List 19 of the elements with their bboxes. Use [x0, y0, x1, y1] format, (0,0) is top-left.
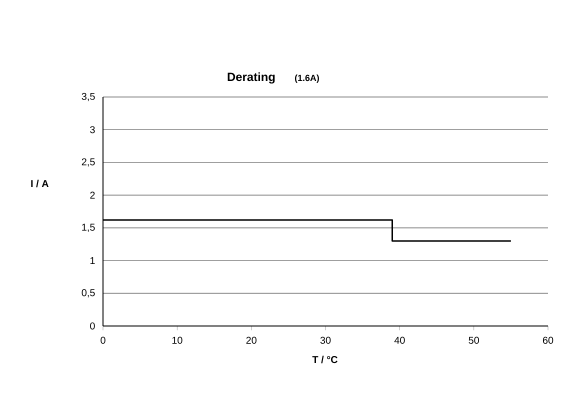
y-axis-title: I / A — [31, 180, 49, 188]
y-tick-label: 1 — [90, 257, 95, 264]
y-tick-label: 2 — [90, 192, 95, 199]
y-tick-label: 1,5 — [82, 224, 95, 232]
x-tick-label: 40 — [394, 336, 405, 344]
x-tick-label: 30 — [320, 336, 331, 344]
x-tick-label: 0 — [100, 336, 106, 344]
x-axis-title: T / °C — [312, 356, 338, 364]
chart-subtitle: (1.6A) — [294, 74, 319, 83]
x-tick-label: 10 — [172, 336, 182, 344]
x-tick-label: 20 — [246, 336, 256, 344]
chart-title: Derating — [228, 72, 275, 84]
y-tick-label: 3,5 — [82, 92, 95, 102]
y-tick-label: 2,5 — [82, 158, 95, 167]
y-tick-label: 0 — [90, 322, 95, 330]
x-tick-label: 50 — [468, 336, 479, 344]
y-tick-label: 0,5 — [82, 289, 95, 298]
x-tick-label: 60 — [542, 336, 554, 344]
y-tick-label: 3 — [90, 126, 95, 134]
